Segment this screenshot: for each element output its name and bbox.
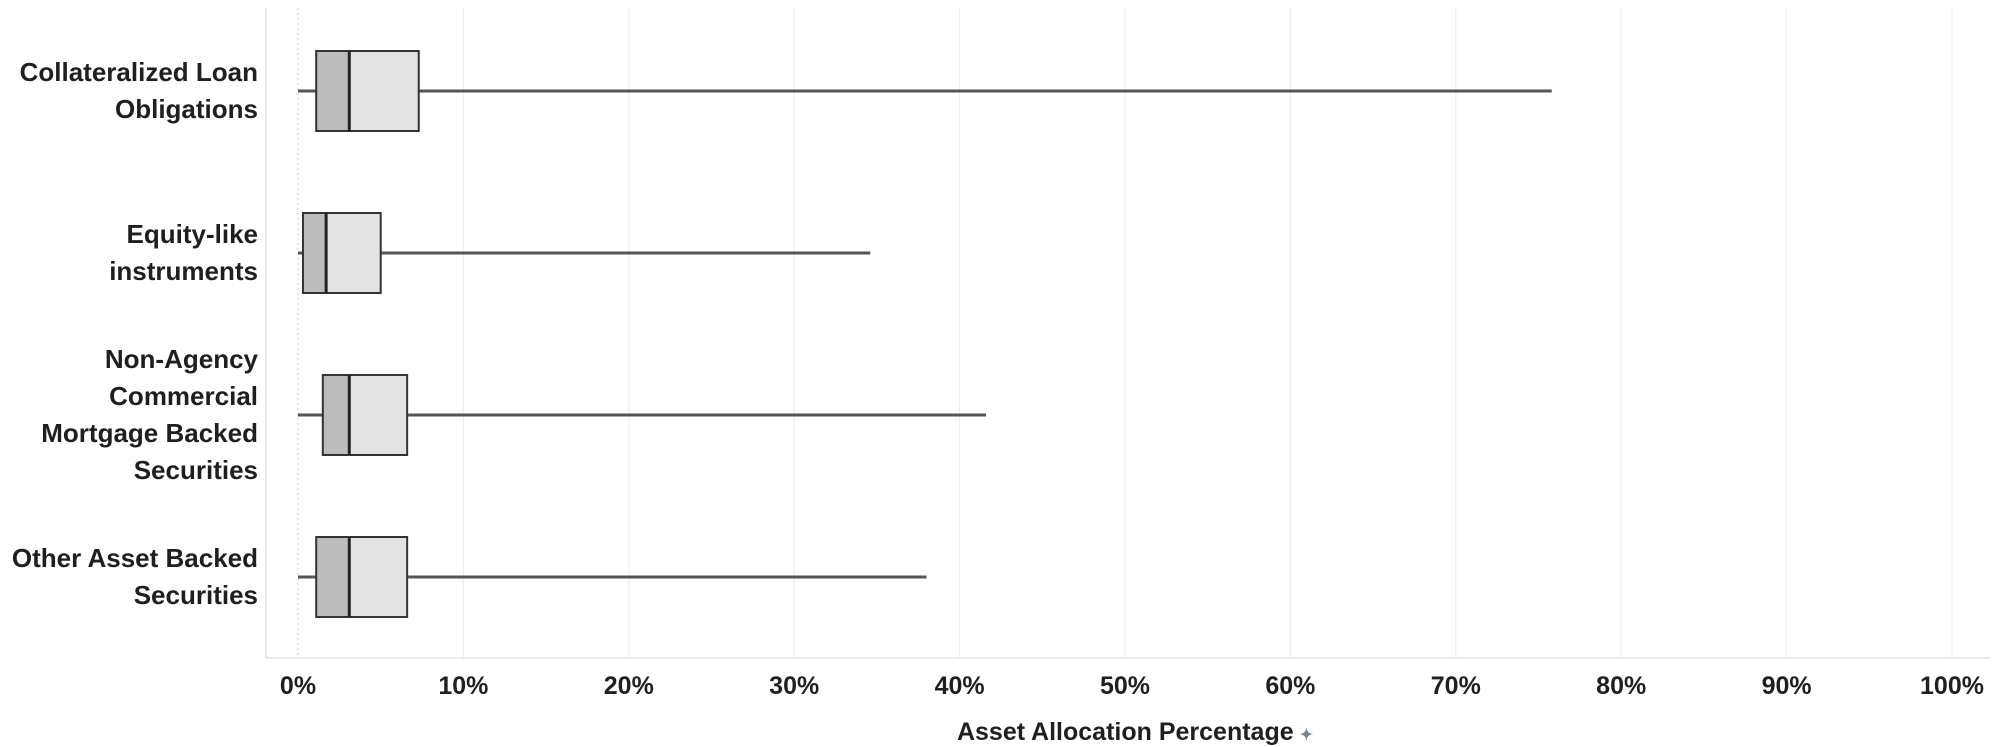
- box-lower-quartile: [315, 536, 351, 618]
- box-lower-quartile: [301, 212, 328, 294]
- x-tick-label: 0%: [279, 672, 317, 700]
- x-tick-label: 60%: [1265, 672, 1316, 700]
- box-upper-quartile: [325, 212, 382, 294]
- category-label: Non-Agency Commercial Mortgage Backed Se…: [41, 344, 258, 485]
- x-tick-label: 40%: [934, 672, 985, 700]
- x-tick-label: 80%: [1596, 672, 1647, 700]
- category-label: Other Asset Backed Securities: [11, 543, 258, 610]
- box-lower-quartile: [321, 374, 351, 456]
- box-upper-quartile: [348, 374, 409, 456]
- x-tick-label: 90%: [1761, 672, 1812, 700]
- box-upper-quartile: [348, 536, 409, 618]
- box-lower-quartile: [315, 50, 351, 132]
- x-tick-label: 50%: [1099, 672, 1151, 700]
- x-tick-label: 30%: [769, 672, 820, 700]
- box-upper-quartile: [348, 50, 420, 132]
- x-tick-label: 10%: [438, 672, 489, 700]
- x-tick-label: 70%: [1430, 672, 1481, 700]
- pin-icon: ✦: [1299, 727, 1314, 744]
- category-label: Collateralized Loan Obligations: [19, 57, 258, 124]
- category-label: Equity-like instruments: [109, 219, 258, 286]
- x-axis-title-text: Asset Allocation Percentage: [956, 718, 1294, 746]
- x-tick-label: 20%: [603, 672, 654, 700]
- x-axis-title: Asset Allocation Percentage ✦: [957, 718, 1313, 747]
- x-tick-label: 100%: [1920, 672, 1984, 700]
